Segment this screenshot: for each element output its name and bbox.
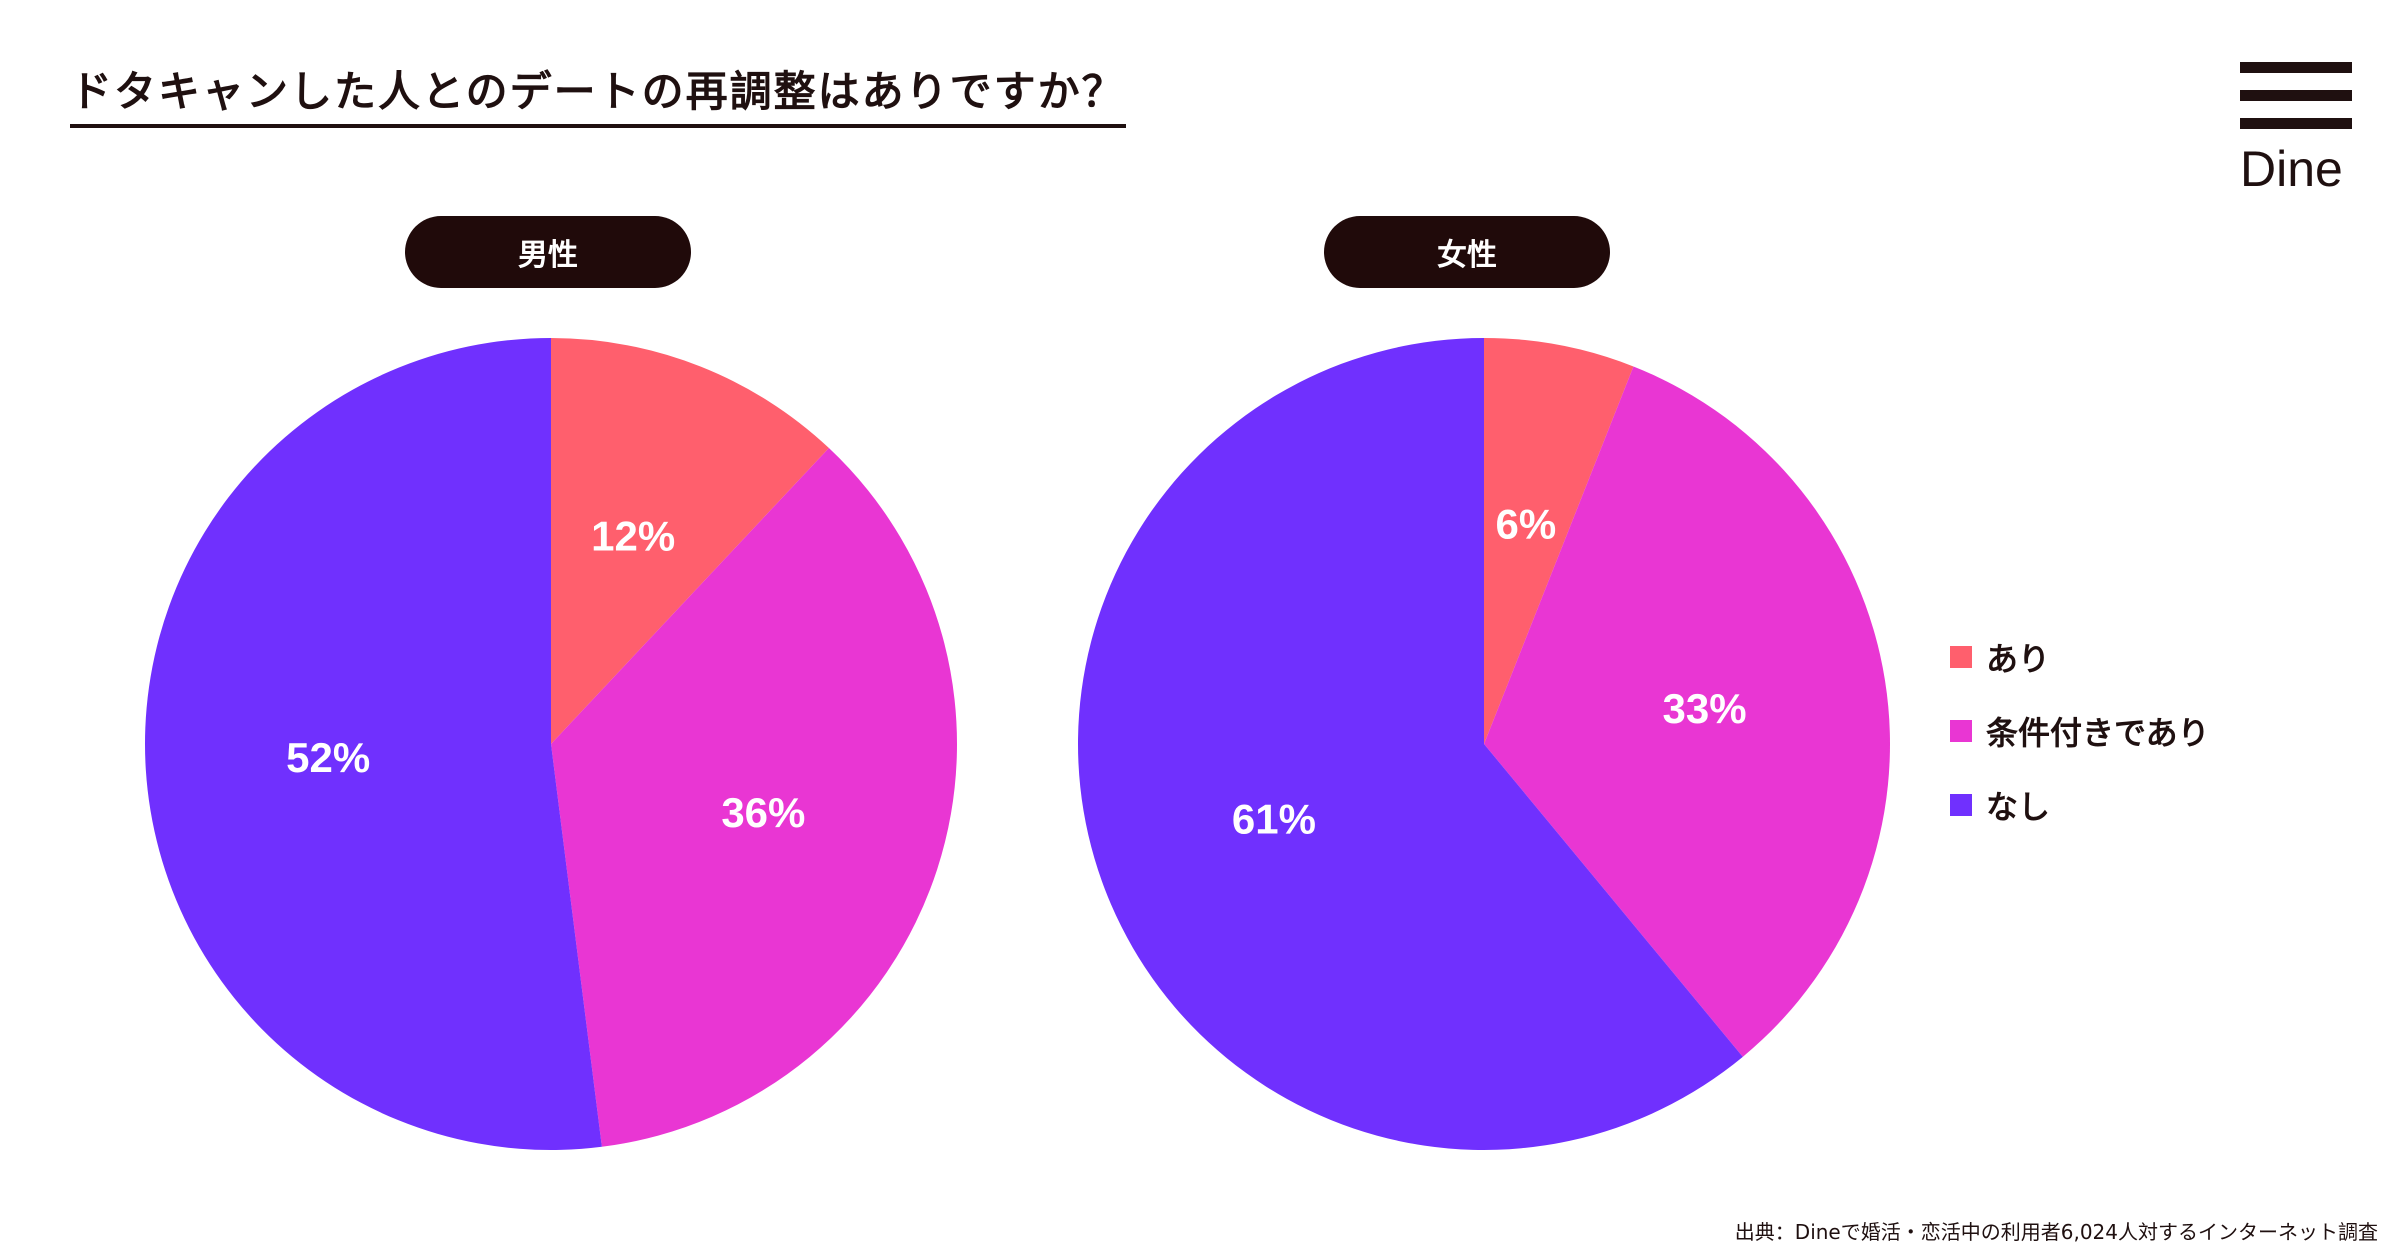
female-chart-header: 女性 [1324,216,1610,288]
legend-swatch [1950,794,1972,816]
legend-item-conditional: 条件付きであり [1950,694,2210,768]
logo-bar [2240,62,2352,73]
female-pie: 6% 33% 61% [1077,338,1890,1151]
legend-swatch [1950,720,1972,742]
pie-slice-ari [1484,338,1634,744]
legend-label: なし [1986,788,2051,826]
slice-value-label: 6% [1495,501,1556,548]
pie-slice-conditional [1484,366,1890,1057]
slice-value-label: 33% [1663,685,1747,732]
male-chart-header: 男性 [405,216,691,288]
legend: あり 条件付きであり なし [1950,620,2210,842]
logo-bar [2240,118,2352,129]
source-note: 出典：Dineで婚活・恋活中の利用者6,024人対するインターネット調査 [1734,1220,2378,1244]
pie-slice-nashi [1077,338,1743,1151]
legend-item-nashi: なし [1950,768,2210,842]
logo-text: Dine [2240,141,2343,197]
logo-bar [2240,90,2352,101]
slice-value-label: 36% [721,789,805,836]
pie-slice-nashi [144,338,602,1150]
slice-value-label: 52% [286,734,370,781]
pie-slice-conditional [551,448,957,1147]
dine-logo: Dine [2240,62,2352,194]
slice-value-label: 12% [591,512,675,559]
legend-item-ari: あり [1950,620,2210,694]
legend-label: あり [1986,640,2051,678]
legend-swatch [1950,646,1972,668]
pie-slice-ari [551,338,829,744]
slice-value-label: 61% [1232,796,1316,843]
chart-title: ドタキャンした人とのデートの再調整はありですか？ [70,62,1126,128]
legend-label: 条件付きであり [1986,714,2210,752]
male-pie: 12% 36% 52% [144,338,957,1150]
